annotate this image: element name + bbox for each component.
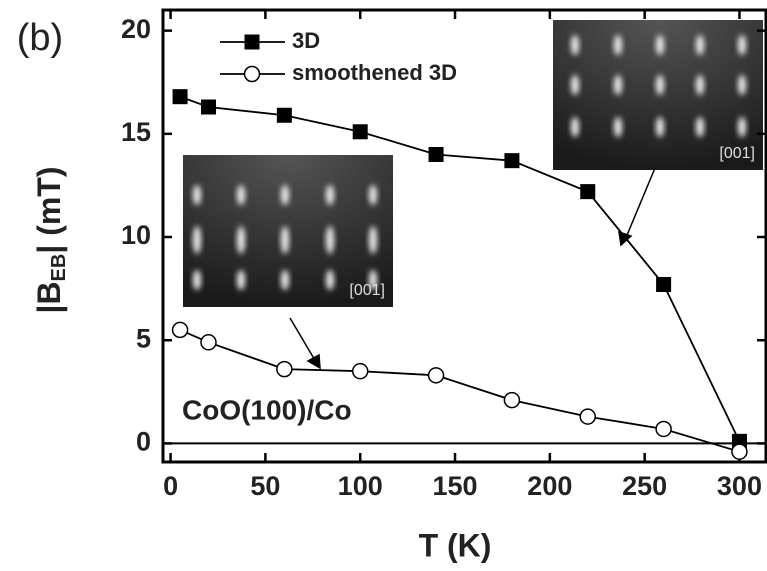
series-line [180, 330, 739, 452]
marker-square [505, 154, 519, 168]
diffraction-spot [193, 270, 201, 290]
annotation: CoO(100)/Co [182, 394, 352, 425]
marker-circle [429, 368, 444, 383]
diffraction-spot [326, 226, 334, 254]
y-axis-label: |BEB| (mT) [31, 166, 70, 313]
diffraction-spot [571, 117, 579, 137]
x-tick-label: 50 [250, 471, 280, 501]
diffraction-spot [281, 185, 289, 205]
diffraction-spot [738, 35, 746, 55]
diffraction-spot [571, 75, 579, 95]
diffraction-spot [281, 226, 289, 254]
marker-circle [277, 362, 292, 377]
insets: [001] [001] [183, 20, 763, 307]
diffraction-spot [738, 75, 746, 95]
diffraction-spot [281, 270, 289, 290]
marker-square [202, 100, 216, 114]
y-tick-label: 10 [121, 220, 151, 250]
diffraction-spot [326, 270, 334, 290]
diffraction-spot [369, 185, 377, 205]
x-tick-label: 250 [622, 471, 667, 501]
diffraction-spot [237, 185, 245, 205]
marker-circle [580, 409, 595, 424]
x-tick-label: 100 [338, 471, 383, 501]
y-axis-label-text: |BEB| (mT) [31, 166, 70, 313]
diffraction-spot [237, 270, 245, 290]
diffraction-spot [614, 35, 622, 55]
marker-square [353, 125, 367, 139]
y-tick-label: 0 [136, 427, 151, 457]
diffraction-spot [696, 117, 704, 137]
diffraction-spot [656, 35, 664, 55]
marker-circle [201, 335, 216, 350]
marker-circle [504, 393, 519, 408]
panel-label: (b) [17, 17, 63, 59]
marker-square [429, 147, 443, 161]
marker-square [581, 185, 595, 199]
diffraction-spot [696, 35, 704, 55]
diffraction-spot [571, 35, 579, 55]
diffraction-spot [193, 185, 201, 205]
marker-circle [245, 67, 260, 82]
diffraction-spot [614, 75, 622, 95]
inset-label: [001] [719, 145, 755, 162]
diffraction-spot [696, 75, 704, 95]
diffraction-spot [614, 117, 622, 137]
y-tick-label: 5 [136, 323, 151, 353]
y-tick-label: 20 [121, 14, 151, 44]
marker-square [277, 108, 291, 122]
diffraction-spot [237, 226, 245, 254]
y-tick-label: 15 [121, 117, 151, 147]
marker-square [173, 90, 187, 104]
x-tick-label: 300 [717, 471, 762, 501]
diffraction-spot [369, 226, 377, 254]
diffraction-spot [738, 117, 746, 137]
diffraction-spot [193, 226, 201, 254]
x-axis-label: T (K) [419, 527, 492, 563]
marker-circle [732, 444, 747, 459]
marker-circle [656, 421, 671, 436]
marker-square [657, 278, 671, 292]
marker-square [245, 35, 259, 49]
x-tick-label: 0 [163, 471, 178, 501]
diffraction-spot [656, 75, 664, 95]
marker-circle [173, 322, 188, 337]
inset-label: [001] [349, 282, 385, 299]
legend-label: 3D [292, 28, 320, 53]
chart: (b) [001] [001] T (K) |BEB| (mT) CoO(100)… [0, 0, 767, 571]
legend-label: smoothened 3D [292, 60, 457, 85]
diffraction-spot [656, 117, 664, 137]
x-tick-label: 150 [432, 471, 477, 501]
x-tick-label: 200 [527, 471, 572, 501]
diffraction-spot [326, 185, 334, 205]
marker-circle [353, 364, 368, 379]
